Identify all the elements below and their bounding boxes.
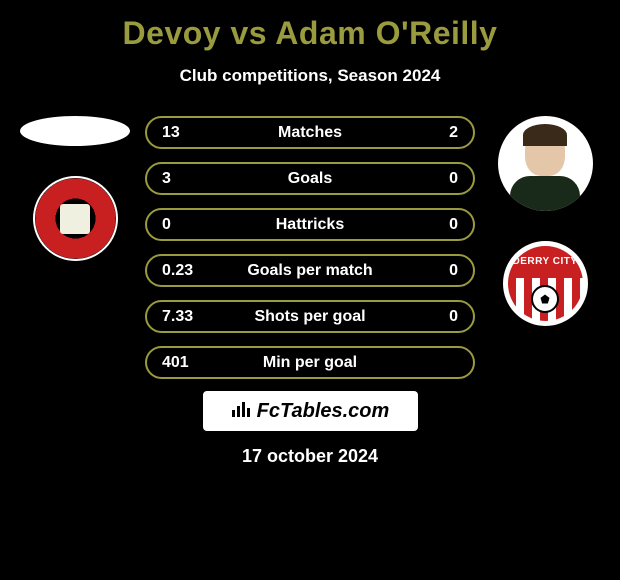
stat-left-value: 13 — [162, 124, 232, 142]
stat-row: 13 Matches 2 — [145, 116, 475, 149]
stat-row: 7.33 Shots per goal 0 — [145, 300, 475, 333]
club-badge-left — [33, 176, 118, 261]
main-row: 13 Matches 2 3 Goals 0 0 Hattricks 0 0.2… — [10, 116, 610, 379]
stat-right-value: 2 — [388, 124, 458, 142]
stat-left-value: 7.33 — [162, 308, 232, 326]
stat-left-value: 3 — [162, 170, 232, 188]
stat-right-value: 0 — [388, 170, 458, 188]
stat-right-value: 0 — [388, 308, 458, 326]
player-left-avatar-placeholder — [20, 116, 130, 146]
stat-left-value: 0 — [162, 216, 232, 234]
club-badge-right: DERRY CITY — [503, 241, 588, 326]
stat-label: Goals per match — [232, 262, 388, 280]
chart-icon — [231, 400, 253, 423]
source-logo-text: FcTables.com — [257, 400, 390, 423]
page-title: Devoy vs Adam O'Reilly — [10, 15, 610, 52]
stat-row: 0.23 Goals per match 0 — [145, 254, 475, 287]
stat-label: Goals — [232, 170, 388, 188]
avatar-body-shape — [510, 176, 580, 211]
stat-label: Shots per goal — [232, 308, 388, 326]
stat-left-value: 0.23 — [162, 262, 232, 280]
stat-left-value: 401 — [162, 354, 232, 372]
stat-label: Matches — [232, 124, 388, 142]
comparison-card: Devoy vs Adam O'Reilly Club competitions… — [0, 0, 620, 467]
soccer-ball-icon — [531, 285, 559, 313]
stat-label: Hattricks — [232, 216, 388, 234]
stat-right-value: 0 — [388, 262, 458, 280]
stat-row: 3 Goals 0 — [145, 162, 475, 195]
stat-row: 0 Hattricks 0 — [145, 208, 475, 241]
badge-top-label: DERRY CITY — [508, 246, 583, 278]
stat-row: 401 Min per goal — [145, 346, 475, 379]
badge-inner: DERRY CITY — [508, 246, 583, 321]
stat-right-value: 0 — [388, 216, 458, 234]
stat-label: Min per goal — [232, 354, 388, 372]
player-right-avatar — [498, 116, 593, 211]
stats-list: 13 Matches 2 3 Goals 0 0 Hattricks 0 0.2… — [140, 116, 480, 379]
subtitle: Club competitions, Season 2024 — [10, 66, 610, 86]
source-logo: FcTables.com — [203, 391, 418, 431]
right-column: DERRY CITY — [480, 116, 610, 379]
avatar-hair-shape — [523, 124, 567, 146]
left-column — [10, 116, 140, 379]
footer-date: 17 october 2024 — [10, 446, 610, 467]
